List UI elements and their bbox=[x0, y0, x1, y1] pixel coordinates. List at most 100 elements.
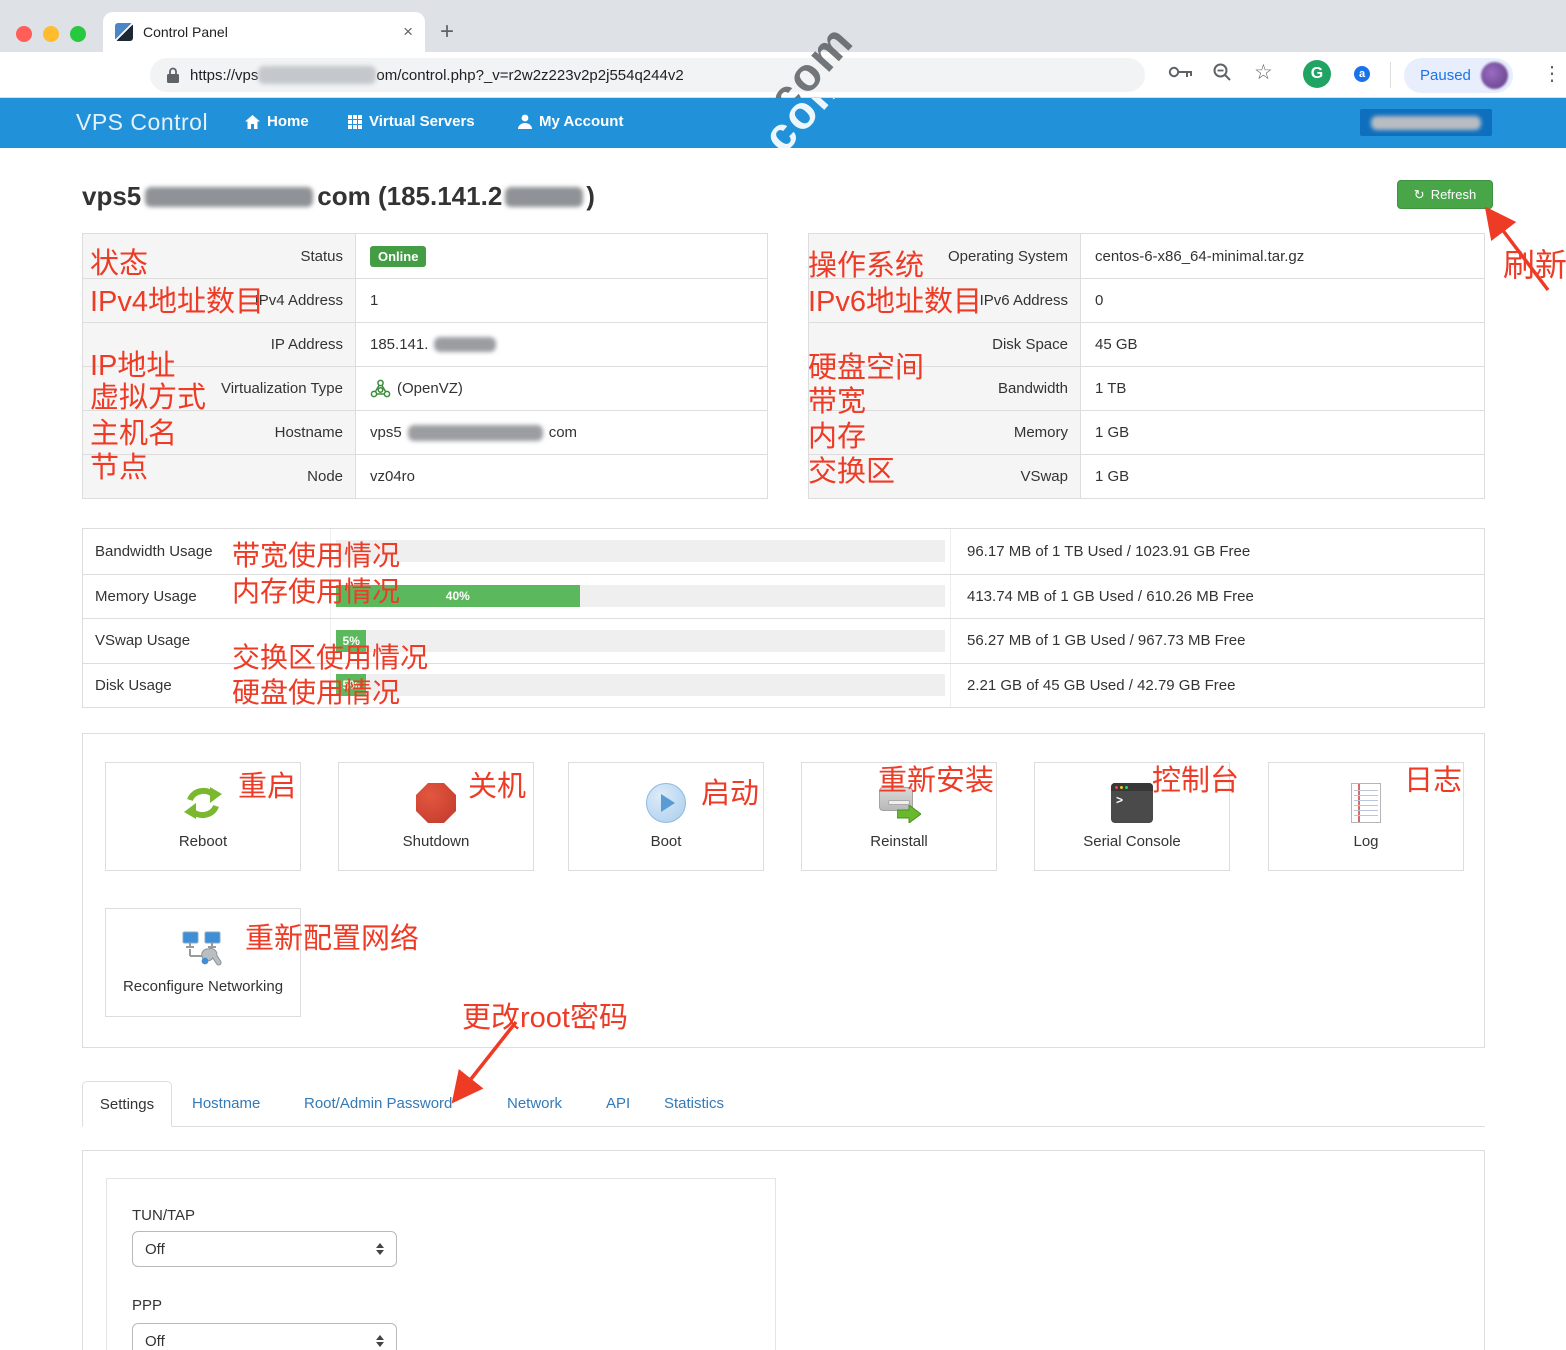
annotation-bandwidth: 带宽 bbox=[808, 386, 867, 418]
server-info-table-right: Operating System centos-6-x86_64-minimal… bbox=[808, 233, 1485, 499]
row-value: 1 GB bbox=[1095, 468, 1130, 485]
app-navbar: com VPS Control Home Virtual Servers My … bbox=[0, 98, 1566, 148]
reinstall-icon bbox=[877, 783, 921, 823]
hostname-redacted bbox=[407, 424, 543, 441]
logged-in-user[interactable] bbox=[1360, 109, 1492, 136]
nav-item-my-account[interactable]: My Account bbox=[518, 113, 623, 130]
window-zoom-button[interactable] bbox=[70, 26, 86, 42]
extension-icon[interactable]: a bbox=[1348, 60, 1376, 88]
annotation-status: 状态 bbox=[90, 248, 149, 280]
usage-row: VSwap Usage 5% 56.27 MB of 1 GB Used / 9… bbox=[83, 618, 1484, 663]
tab-api[interactable]: API bbox=[606, 1095, 631, 1112]
shutdown-button[interactable]: Shutdown bbox=[338, 762, 534, 871]
row-label: IPv4 Address bbox=[83, 279, 356, 322]
nav-item-virtual-servers[interactable]: Virtual Servers bbox=[348, 113, 475, 130]
annotation-ip: IP地址 bbox=[90, 350, 176, 382]
annotation-console: 控制台 bbox=[1152, 765, 1240, 797]
tab-hostname[interactable]: Hostname bbox=[192, 1095, 261, 1112]
tuntap-select[interactable]: Off bbox=[132, 1231, 397, 1267]
log-icon bbox=[1351, 783, 1381, 823]
row-value: 1 TB bbox=[1095, 380, 1127, 397]
table-row: Operating System centos-6-x86_64-minimal… bbox=[809, 234, 1484, 278]
annotation-vswap-usage: 交换区使用情况 bbox=[232, 642, 429, 673]
table-row: IPv6 Address 0 bbox=[809, 278, 1484, 322]
vswap-usage-bar: 5% bbox=[336, 629, 945, 652]
annotation-reboot: 重启 bbox=[238, 771, 297, 803]
browser-menu-icon[interactable]: ⋮ bbox=[1542, 63, 1562, 85]
ip-redacted bbox=[505, 186, 584, 207]
annotation-refresh: 刷新 bbox=[1503, 247, 1566, 283]
boot-button[interactable]: Boot bbox=[568, 762, 764, 871]
annotation-reconfigure: 重新配置网络 bbox=[245, 923, 420, 955]
select-spinner-icon bbox=[376, 1243, 384, 1255]
tab-title: Control Panel bbox=[143, 24, 228, 40]
annotation-root-password: 更改root密码 bbox=[462, 1002, 628, 1034]
tab-network[interactable]: Network bbox=[507, 1095, 563, 1112]
tab-settings[interactable]: Settings bbox=[82, 1081, 172, 1127]
lock-icon bbox=[167, 67, 179, 83]
refresh-button[interactable]: ↻ Refresh bbox=[1397, 180, 1493, 209]
reconfigure-networking-button[interactable]: Reconfigure Networking bbox=[105, 908, 301, 1017]
window-minimize-button[interactable] bbox=[43, 26, 59, 42]
sync-paused-button[interactable]: Paused bbox=[1404, 58, 1513, 93]
annotation-hostname: 主机名 bbox=[90, 418, 178, 450]
bookmark-star-icon[interactable]: ☆ bbox=[1254, 61, 1273, 84]
usage-label: VSwap Usage bbox=[83, 619, 331, 663]
table-row: Memory 1 GB bbox=[809, 410, 1484, 454]
tab-root-admin-password[interactable]: Root/Admin Password bbox=[304, 1095, 453, 1112]
tabs-divider bbox=[82, 1126, 1485, 1127]
annotation-reinstall: 重新安装 bbox=[878, 765, 995, 797]
serial-console-button[interactable]: > Serial Console bbox=[1034, 762, 1230, 871]
watermark-text-light: com bbox=[752, 98, 859, 148]
boot-icon bbox=[646, 783, 686, 823]
hostname-redacted bbox=[145, 186, 314, 207]
row-value: (OpenVZ) bbox=[356, 367, 767, 410]
reboot-button[interactable]: Reboot bbox=[105, 762, 301, 871]
annotation-bandwidth-usage: 带宽使用情况 bbox=[232, 540, 401, 571]
zoom-icon[interactable] bbox=[1212, 62, 1232, 82]
row-label: Status bbox=[83, 234, 356, 278]
row-value: 1 GB bbox=[1095, 424, 1130, 441]
row-value: 0 bbox=[1095, 292, 1104, 309]
row-label: IP Address bbox=[83, 323, 356, 366]
usage-label: Disk Usage bbox=[83, 663, 331, 707]
annotation-shutdown: 关机 bbox=[468, 771, 527, 803]
annotation-disk-usage: 硬盘使用情况 bbox=[232, 677, 401, 708]
username-redacted bbox=[1371, 115, 1481, 130]
reinstall-button[interactable]: Reinstall bbox=[801, 762, 997, 871]
ppp-select[interactable]: Off bbox=[132, 1323, 397, 1350]
new-tab-button[interactable]: + bbox=[440, 18, 455, 45]
table-row: VSwap 1 GB bbox=[809, 454, 1484, 498]
reboot-icon bbox=[184, 787, 222, 819]
ppp-label: PPP bbox=[132, 1297, 163, 1314]
annotation-boot: 启动 bbox=[701, 778, 760, 810]
tab-statistics[interactable]: Statistics bbox=[664, 1095, 725, 1112]
url-text: https://vps om/control.php?_v=r2w2z223v2… bbox=[190, 66, 684, 84]
toolbar-separator bbox=[1390, 62, 1391, 88]
select-spinner-icon bbox=[376, 1335, 384, 1347]
row-value: centos-6-x86_64-minimal.tar.gz bbox=[1095, 247, 1305, 265]
row-label: VSwap bbox=[809, 455, 1081, 498]
shutdown-icon bbox=[416, 783, 456, 823]
grammarly-extension-icon[interactable]: G bbox=[1303, 60, 1331, 88]
openvz-icon bbox=[370, 379, 391, 398]
browser-tab[interactable]: Control Panel × bbox=[103, 12, 425, 52]
password-key-icon[interactable] bbox=[1168, 64, 1194, 80]
row-value: vz04ro bbox=[370, 468, 416, 485]
row-label: Disk Space bbox=[809, 323, 1081, 366]
disk-usage-bar: 5% bbox=[336, 674, 945, 697]
site-favicon bbox=[115, 23, 133, 41]
usage-detail: 56.27 MB of 1 GB Used / 967.73 MB Free bbox=[967, 632, 1246, 650]
log-button[interactable]: Log bbox=[1268, 762, 1464, 871]
nav-item-home[interactable]: Home bbox=[245, 113, 309, 130]
window-close-button[interactable] bbox=[16, 26, 32, 42]
network-icon bbox=[182, 931, 222, 966]
tab-close-icon[interactable]: × bbox=[403, 22, 413, 41]
usage-detail: 96.17 MB of 1 TB Used / 1023.91 GB Free bbox=[967, 542, 1251, 560]
row-label: Virtualization Type bbox=[83, 367, 356, 410]
address-bar[interactable]: https://vps om/control.php?_v=r2w2z223v2… bbox=[150, 58, 1145, 92]
bandwidth-usage-bar bbox=[336, 540, 945, 563]
row-label: IPv6 Address bbox=[809, 279, 1081, 322]
annotation-ipv4: IPv4地址数目 bbox=[90, 286, 265, 318]
usage-label: Memory Usage bbox=[83, 574, 331, 618]
